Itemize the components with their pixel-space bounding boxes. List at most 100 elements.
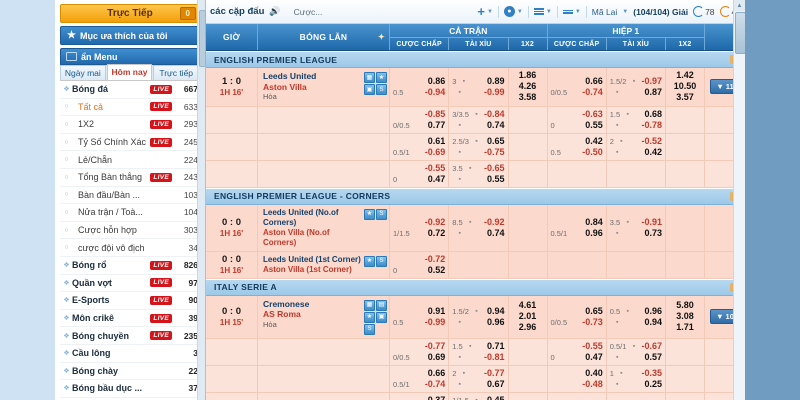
match-teams-cell[interactable]: Leeds United Aston Villa Hòa ▦ ★ ▣ S <box>258 68 390 106</box>
sidebar-item-5[interactable]: ○ Tổng Bàn thắng LIVE 243 <box>60 169 200 187</box>
star-icon[interactable]: ★ <box>364 255 375 267</box>
sub-ft-under-odds[interactable]: -0.75 <box>483 146 505 157</box>
sub-ft-handicap-away[interactable]: 0.77 <box>427 119 446 130</box>
sub-h1-handicap-away[interactable]: 0.55 <box>585 119 603 130</box>
sub-h1-over-odds[interactable]: -0.35 <box>641 367 662 378</box>
header-ft-over-under[interactable]: TÀI XỈU <box>449 38 509 50</box>
ft-over-odds[interactable]: 0.89 <box>486 75 505 86</box>
live-button[interactable]: Trực Tiếp 0 <box>60 4 200 23</box>
sub-ft-handicap-home[interactable]: -0.85 <box>424 108 446 119</box>
time-filter-button[interactable]: ● ▼ <box>503 6 523 17</box>
league-header[interactable]: ENGLISH PREMIER LEAGUE <box>206 51 745 68</box>
sidebar-item-2[interactable]: ○ 1X2 LIVE 293 <box>60 116 200 134</box>
match-row[interactable]: 0 : 0 1H 16' Leeds United (1st Corner) Asto… <box>206 251 745 279</box>
match-sub-odds-row[interactable]: -0.85 0/0.5 0.77 3/3.5 ▪ -0.84 ▪ 0.74 -0.63 0 0.55… <box>206 106 745 134</box>
filter-button[interactable]: ▼ <box>562 9 581 15</box>
star-icon[interactable]: ★ <box>376 72 387 83</box>
sub-ft-under-odds[interactable]: -0.81 <box>483 351 505 362</box>
h1-handicap-away[interactable]: -0.74 <box>582 86 603 97</box>
sub-h1-under-odds[interactable]: 0.42 <box>644 146 662 157</box>
stream-icon[interactable]: S <box>364 323 375 335</box>
sub-h1-handicap-away[interactable]: -0.48 <box>582 378 603 389</box>
sub-ft-over-odds[interactable]: -0.84 <box>483 108 505 119</box>
sub-h1-over-odds[interactable]: 0.68 <box>644 108 662 119</box>
sub-ft-handicap-away[interactable]: -0.69 <box>424 146 446 157</box>
sub-h1-handicap-home[interactable]: 0.42 <box>585 135 603 146</box>
ft-1x2-cell-value-0[interactable]: 1.86 <box>518 70 537 81</box>
sub-ft-handicap-away[interactable]: 0.47 <box>427 173 446 184</box>
ft-1x2-cell-value-2[interactable]: 2.96 <box>518 322 537 332</box>
sidebar-scrollbar-thumb[interactable] <box>199 10 206 67</box>
ft-1x2-cell-value-1[interactable]: 4.26 <box>518 81 537 92</box>
h1-under-odds[interactable]: 0.94 <box>644 316 662 327</box>
speaker-icon[interactable]: 🔊 <box>269 6 281 16</box>
tab-live[interactable]: Trực tiếp <box>153 65 200 80</box>
sidebar-item-17[interactable]: ❖ Bóng bầu dục ... 37 <box>60 380 200 398</box>
match-sub-odds-row[interactable]: -0.55 0 0.47 3.5 ▪ -0.65 ▪ 0.55 <box>206 160 745 188</box>
ft-over-odds[interactable]: -0.92 <box>483 216 505 227</box>
sidebar-item-6[interactable]: ○ Bàn đầu/Bàn ... 103 <box>60 187 200 205</box>
h1-over-odds[interactable]: -0.91 <box>641 216 662 227</box>
match-teams-cell[interactable]: Leeds United (No.of Corners) Aston Villa … <box>258 204 390 251</box>
sub-ft-handicap-home[interactable]: -0.77 <box>424 340 446 351</box>
header-h1-1x2[interactable]: 1X2 <box>678 40 692 48</box>
sub-h1-handicap-away[interactable]: 0.47 <box>585 351 603 362</box>
sidebar-item-10[interactable]: ❖ Bóng rổ LIVE 826 <box>60 257 200 275</box>
match-row[interactable]: 1 : 0 1H 16' Leeds United Aston Villa Hòa ▦ ★ ▣… <box>206 68 745 107</box>
sub-ft-over-odds[interactable]: -0.65 <box>483 162 505 173</box>
sub-h1-under-odds[interactable]: 0.25 <box>644 378 662 389</box>
h1-under-odds[interactable]: 0.73 <box>644 227 662 238</box>
h1-under-odds[interactable]: 0.87 <box>644 86 662 97</box>
match-sub-odds-row[interactable]: 0.66 0.5/1 -0.74 2 ▪ -0.77 ▪ 0.67 0.40 -0.48 1 ▪ -0.… <box>206 365 745 393</box>
main-scrollbar-thumb[interactable] <box>735 12 745 54</box>
tv-icon[interactable]: ▣ <box>376 311 387 323</box>
sub-ft-over-odds[interactable]: 0.71 <box>486 340 505 351</box>
sub-ft-handicap-home[interactable]: -0.55 <box>424 162 446 173</box>
header-time[interactable]: GIỜ <box>206 24 258 50</box>
stats-icon[interactable]: ▦ <box>364 299 375 311</box>
ft-under-odds[interactable]: 0.74 <box>486 227 505 238</box>
menu-toggle-button[interactable]: ẩn Menu <box>60 48 200 65</box>
stream-icon[interactable]: S <box>376 84 387 95</box>
sub-ft-over-odds[interactable]: 0.65 <box>486 135 505 146</box>
match-teams-cell[interactable]: Cremonese AS Roma Hòa ▦ ▤ ★ ▣ S <box>258 295 390 338</box>
match-row[interactable]: 0 : 0 1H 15' Cremonese AS Roma Hòa ▦ ▤ ★ ▣ S 0.91 0… <box>206 295 745 339</box>
grid-icon[interactable]: ▤ <box>376 299 387 311</box>
match-row[interactable]: 0 : 0 1H 16' Leeds United (No.of Corners) A… <box>206 204 745 252</box>
sidebar-item-15[interactable]: ❖ Cầu lông 3 <box>60 345 200 363</box>
sidebar-item-14[interactable]: ❖ Bóng chuyền LIVE 235 <box>60 327 200 345</box>
sidebar-item-11[interactable]: ❖ Quần vợt LIVE 97 <box>60 275 200 293</box>
ft-over-odds[interactable]: 0.94 <box>486 305 505 316</box>
ft-under-odds[interactable]: -0.99 <box>483 86 505 97</box>
h1-1x2-cell-value-2[interactable]: 3.57 <box>676 92 694 103</box>
h1-handicap-away[interactable]: 0.96 <box>585 227 603 238</box>
h1-handicap-home[interactable]: 0.66 <box>585 75 603 86</box>
sub-ft-handicap-home[interactable]: 0.37 <box>427 394 446 400</box>
match-sub-odds-row[interactable]: -0.77 0/0.5 0.69 1.5 ▪ 0.71 ▪ -0.81 -0.55 0 0.47 0.… <box>206 338 745 366</box>
league-header[interactable]: ENGLISH PREMIER LEAGUE - CORNERS <box>206 187 745 205</box>
ft-handicap-away[interactable]: 0.52 <box>427 264 446 275</box>
sub-ft-handicap-home[interactable]: 0.66 <box>427 367 446 378</box>
ft-1x2-cell-value-2[interactable]: 3.58 <box>518 92 537 103</box>
h1-handicap-away[interactable]: -0.73 <box>582 316 603 327</box>
tv-icon[interactable]: ▣ <box>364 84 375 95</box>
sidebar-item-12[interactable]: ❖ E-Sports LIVE 90 <box>60 292 200 310</box>
sidebar-item-0[interactable]: ❖ Bóng đá LIVE 667 <box>60 81 200 99</box>
favorites-button[interactable]: ★ Mục ưa thích của tôi <box>60 26 200 45</box>
ft-1x2-cell-value-0[interactable]: 4.61 <box>518 300 537 310</box>
h1-handicap-home[interactable]: 0.84 <box>585 216 603 227</box>
sidebar-item-4[interactable]: ○ Lẻ/Chẵn 224 <box>60 151 200 169</box>
match-sub-odds-row[interactable]: 0.61 0.5/1 -0.69 2.5/3 ▪ 0.65 ▪ -0.75 0.42 0.5 -0.… <box>206 133 745 161</box>
header-running-ball[interactable]: BÓNG LĂN ✦ <box>258 24 390 50</box>
stats-icon[interactable]: ▦ <box>364 72 375 83</box>
sidebar-scrollbar[interactable] <box>197 0 206 400</box>
ft-handicap-home[interactable]: 0.91 <box>427 305 446 316</box>
sub-ft-under-odds[interactable]: 0.67 <box>486 378 505 389</box>
league-header[interactable]: ITALY SERIE A <box>206 278 745 296</box>
sidebar-item-16[interactable]: ❖ Bóng chày 22 <box>60 363 200 381</box>
sub-ft-over-odds[interactable]: 0.45 <box>486 394 505 400</box>
sub-h1-handicap-home[interactable]: -0.63 <box>582 108 603 119</box>
header-h1-over-under[interactable]: TÀI XỈU <box>607 38 666 50</box>
sub-h1-handicap-away[interactable]: -0.50 <box>582 146 603 157</box>
sidebar-item-8[interactable]: ○ Cược hỗn hợp 303 <box>60 222 200 240</box>
